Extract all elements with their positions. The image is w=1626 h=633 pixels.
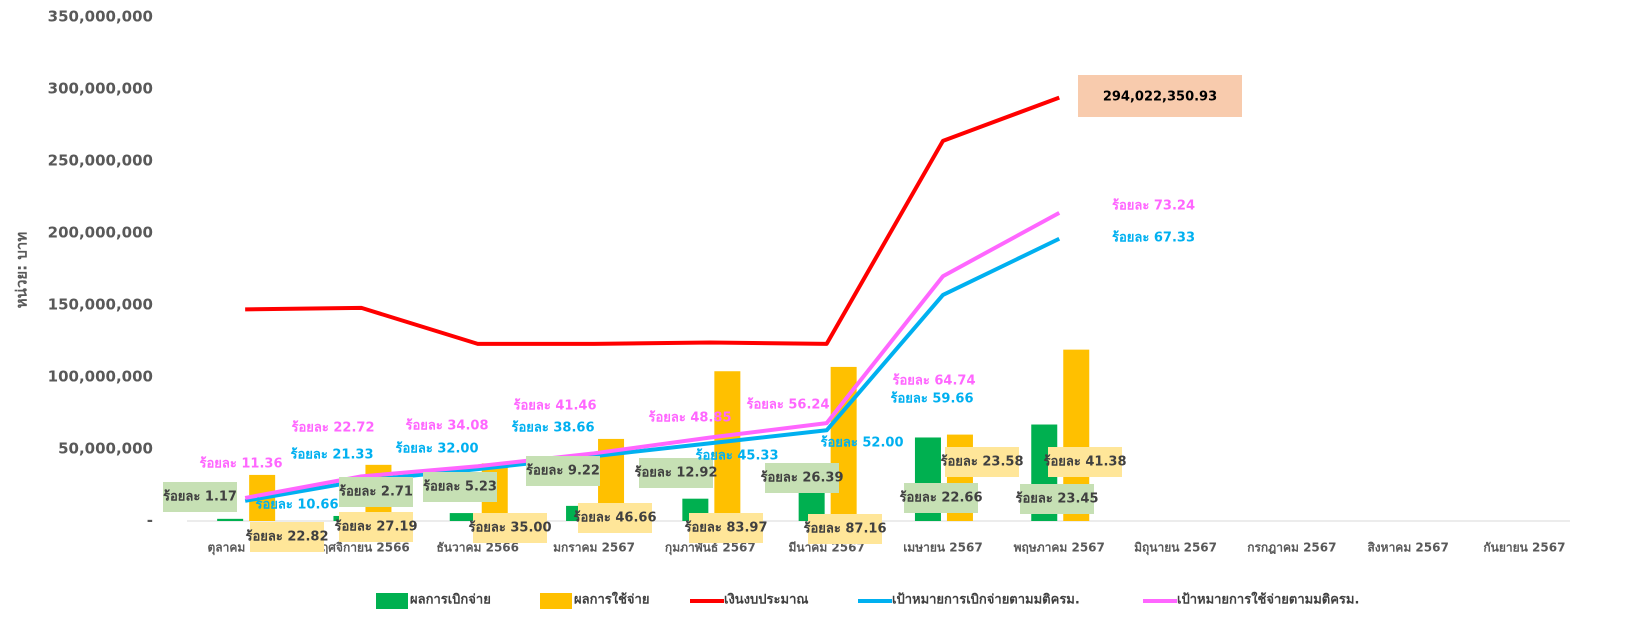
data-label: ร้อยละ 87.16 [803, 521, 886, 537]
label-box [526, 456, 600, 486]
label-box [423, 472, 497, 502]
data-label: ร้อยละ 48.85 [648, 410, 731, 426]
legend-label: เงินงบประมาณ [724, 593, 808, 608]
data-label: ร้อยละ 23.45 [1015, 491, 1098, 507]
data-label: ร้อยละ 22.82 [245, 529, 328, 545]
data-label: ร้อยละ 27.19 [334, 519, 417, 535]
label-box [765, 463, 839, 493]
legend-swatch [540, 593, 572, 609]
label-box [250, 522, 324, 552]
data-label: ร้อยละ 9.22 [526, 463, 600, 479]
label-box [945, 447, 1019, 477]
data-label: ร้อยละ 32.00 [395, 441, 478, 457]
data-label: ร้อยละ 67.33 [1112, 230, 1195, 246]
y-tick-label: 100,000,000 [48, 368, 153, 386]
data-label: 294,022,350.93 [1103, 90, 1217, 105]
label-box [904, 483, 978, 513]
bar [217, 518, 244, 521]
y-tick-label: - [147, 512, 153, 530]
data-label: ร้อยละ 11.36 [199, 456, 282, 472]
label-box [339, 512, 413, 542]
bar [714, 371, 741, 521]
data-label: ร้อยละ 21.33 [290, 447, 373, 463]
x-tick-label: พฤษภาคม 2567 [1014, 541, 1105, 555]
label-box [473, 513, 547, 543]
legend-swatch [376, 593, 408, 609]
data-label: ร้อยละ 41.38 [1043, 454, 1126, 470]
data-label: ร้อยละ 46.66 [573, 510, 656, 526]
data-label: ร้อยละ 59.66 [890, 391, 973, 407]
label-box [1020, 484, 1094, 514]
x-tick-label: พฤศจิกายน 2566 [313, 541, 410, 555]
y-tick-label: 50,000,000 [58, 440, 153, 458]
data-label: ร้อยละ 12.92 [634, 465, 717, 481]
data-label: ร้อยละ 35.00 [468, 520, 551, 536]
legend-label: เป้าหมายการใช้จ่ายตามมติครม. [1177, 591, 1359, 608]
bar [449, 513, 476, 521]
y-tick-label: 350,000,000 [48, 8, 153, 26]
label-box [1048, 447, 1122, 477]
y-tick-label: 150,000,000 [48, 296, 153, 314]
x-tick-label: เมษายน 2567 [903, 541, 982, 555]
data-label: ร้อยละ 41.46 [513, 398, 596, 414]
legend-label: ผลการเบิกจ่าย [410, 593, 491, 608]
data-label: ร้อยละ 22.72 [291, 420, 374, 436]
y-axis-label: หน่วย: บาท [13, 232, 31, 309]
line-series [244, 211, 1061, 500]
data-label: ร้อยละ 83.97 [684, 520, 767, 536]
label-box [339, 477, 413, 507]
x-tick-label: ธันวาคม 2566 [436, 541, 519, 555]
x-tick-label: มิถุนายน 2567 [1134, 541, 1217, 556]
data-label: ร้อยละ 2.71 [339, 484, 413, 500]
data-label: ร้อยละ 1.17 [163, 489, 237, 505]
label-box [689, 513, 763, 543]
data-label: ร้อยละ 45.33 [695, 448, 778, 464]
x-tick-label: มกราคม 2567 [553, 541, 635, 555]
data-label: ร้อยละ 38.66 [511, 420, 594, 436]
data-label: ร้อยละ 56.24 [746, 397, 829, 413]
label-box [808, 514, 882, 544]
label-box [578, 503, 652, 533]
data-label: ร้อยละ 26.39 [760, 470, 843, 486]
x-tick-label: กุมภาพันธ์ 2567 [665, 541, 756, 556]
data-label: ร้อยละ 22.66 [899, 490, 982, 506]
data-label: ร้อยละ 52.00 [820, 435, 903, 451]
legend-label: ผลการใช้จ่าย [574, 591, 649, 608]
line-series [245, 95, 1060, 346]
x-tick-label: กรกฎาคม 2567 [1247, 541, 1336, 555]
y-tick-label: 300,000,000 [48, 80, 153, 98]
label-box [1078, 75, 1242, 117]
data-label: ร้อยละ 5.23 [423, 479, 497, 495]
x-tick-label: กันยายน 2567 [1483, 541, 1565, 555]
data-label: ร้อยละ 10.66 [255, 497, 338, 513]
data-label: ร้อยละ 64.74 [892, 373, 975, 389]
data-label: ร้อยละ 34.08 [405, 418, 488, 434]
y-tick-label: 200,000,000 [48, 224, 153, 242]
data-label: ร้อยละ 23.58 [940, 454, 1023, 470]
label-box [639, 458, 713, 488]
y-tick-label: 250,000,000 [48, 152, 153, 170]
label-box [163, 482, 237, 512]
data-label: ร้อยละ 73.24 [1112, 198, 1195, 214]
x-tick-label: สิงหาคม 2567 [1367, 541, 1448, 555]
legend-label: เป้าหมายการเบิกจ่ายตามมติครม. [892, 592, 1080, 608]
